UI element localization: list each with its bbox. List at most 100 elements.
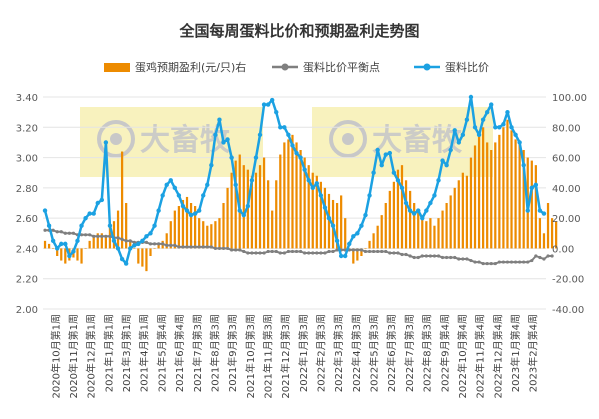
ratio-line-point [501,122,506,127]
balance-line-point [258,251,262,255]
balance-line-point [477,260,481,264]
balance-line-point [457,257,461,261]
profit-bar [453,187,456,249]
balance-line-point [449,255,453,260]
profit-bar [169,221,172,249]
right-axis: -40.00 -20.00 0.00 20.00 40.00 60.00 80.00 100.… [552,93,587,316]
profit-bar [335,203,339,249]
balance-line-point [55,230,59,234]
profit-bar [360,248,363,256]
balance-line-point [201,245,205,249]
ratio-line-point [334,238,340,244]
ratio-line-point [464,117,470,122]
profit-bar [538,218,542,249]
profit-bar [429,218,432,249]
profit-bar [482,127,485,249]
left-axis: 2.00 2.20 2.40 2.60 2.80 3.00 3.20 3.40 [16,93,38,316]
balance-line-point [485,261,489,266]
balance-line-point [453,255,457,260]
balance-line-point [185,245,189,249]
x-axis-tick-label: 2022年3月第3周 [332,314,345,392]
ratio-line-point [188,212,194,218]
profit-bar [234,160,237,249]
ratio-line-point [115,246,121,251]
ratio-line-point [136,241,141,247]
ratio-line-point [444,162,449,168]
balance-line-point [148,242,153,246]
left-axis-tick-label: 2.20 [16,275,38,286]
left-axis-tick-label: 3.40 [16,93,38,104]
profit-bar [120,151,124,249]
balance-line-point [238,248,242,252]
profit-bar [461,172,464,249]
ratio-line-point [75,238,80,244]
ratio-line-point [192,211,198,216]
balance-line-point [108,234,112,238]
balance-line-point [542,257,546,261]
ratio-line-point [367,193,372,198]
ratio-line-point [407,208,413,213]
profit-bar [116,210,120,249]
balance-line-point [124,239,128,243]
balance-line-point [384,249,388,254]
legend-label: 蛋料比价平衡点 [303,60,380,74]
profit-bar [530,160,533,249]
right-axis-tick-label: 80.00 [552,123,581,134]
ratio-line-point [529,185,535,191]
ratio-line-point [261,102,267,107]
profit-bar [206,225,209,249]
legend-label: 蛋料比价 [445,60,489,74]
balance-line-point [290,249,295,254]
x-axis-tick-label: 2022年6月第3周 [385,314,398,392]
profit-bar [214,221,217,249]
ratio-line-point [525,208,530,213]
profit-bar [189,203,193,249]
profit-bar [542,233,546,249]
balance-line-point [404,252,408,257]
x-axis-tick-label: 2021年4月第1周 [138,314,151,392]
balance-line-point [213,246,217,251]
ratio-line-point [42,208,48,213]
profit-bar [133,248,136,249]
ratio-line-point [521,162,526,168]
right-axis-tick-label: 60.00 [552,154,581,165]
profit-bar [368,240,371,249]
profit-bar [413,203,416,249]
balance-line-point [221,246,226,251]
ratio-line-point [452,128,457,133]
profit-bar [210,224,213,249]
profit-bar [198,218,201,249]
balance-line-point [319,251,323,255]
ratio-line-point [290,143,295,148]
ratio-line-point [399,185,405,191]
ratio-line-point [123,261,129,266]
balance-line-point [465,257,469,261]
ratio-line-point [468,94,474,100]
profit-bar [137,248,140,264]
balance-line-point [497,260,501,264]
balance-line-point [161,242,165,246]
balance-line-point [335,248,339,252]
ratio-line-point [140,238,145,244]
balance-line-point [530,258,534,263]
profit-bar [372,233,375,249]
profit-bar [319,181,322,249]
profit-bar [465,175,469,249]
balance-line-point [445,255,449,260]
ratio-line-point [132,243,137,248]
ratio-line-point [245,203,251,209]
profit-bar [226,187,229,249]
balance-line-point [230,248,234,252]
x-axis: 2020年10月第1周 2020年11月第1周 2020年12月第1周 2021年1月… [49,314,539,399]
profit-bar [311,172,314,249]
ratio-line-point [509,125,514,130]
profit-bar [100,233,103,249]
ratio-line-point [152,223,157,228]
ratio-line-point [172,185,178,191]
ratio-line-point [537,208,543,213]
balance-line-point [416,255,420,260]
balance-line-series [43,228,554,266]
profit-bar [76,248,79,261]
balance-line-point [225,246,230,251]
